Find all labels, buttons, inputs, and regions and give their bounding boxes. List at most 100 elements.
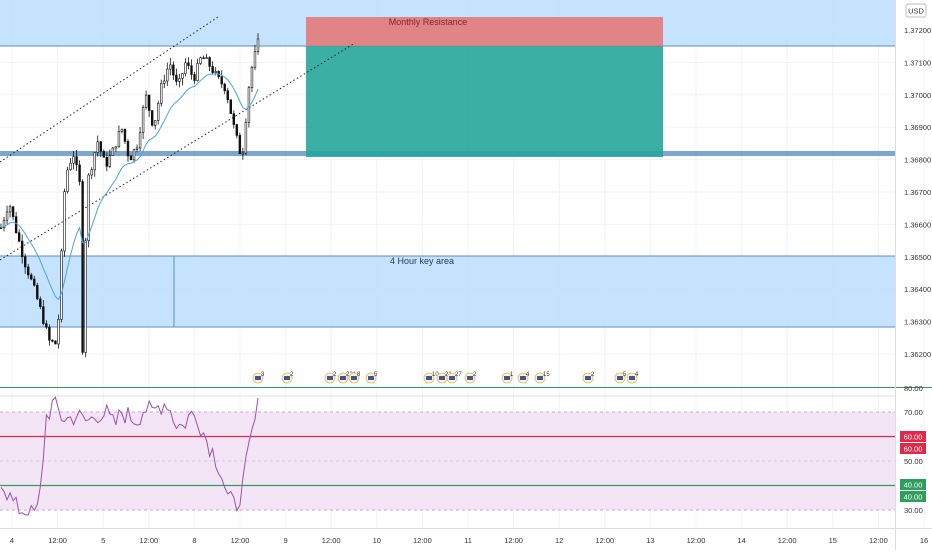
event-count-label: 10 [432, 372, 439, 378]
currency-label: USD [908, 7, 924, 16]
price-tick-label: 1.36400 [904, 285, 931, 294]
event-flag-stripe [585, 376, 591, 380]
candle-body [39, 298, 42, 307]
event-count-label: 4 [526, 372, 530, 378]
price-tick-label: 1.36200 [904, 350, 931, 359]
time-tick-label: 12 [555, 536, 563, 545]
event-flag-stripe [467, 376, 473, 380]
event-flag-stripe [504, 376, 510, 380]
candle-body [111, 147, 115, 156]
candle-body [235, 124, 239, 136]
take-profit-box[interactable] [306, 46, 663, 157]
candle-body [5, 211, 9, 221]
candle-body [75, 156, 78, 166]
time-tick-label: 12:00 [687, 536, 706, 545]
economic-events-row[interactable]: 3222218510212721415254 [252, 372, 639, 384]
rsi-40-label-b: 40.00 [904, 493, 923, 502]
time-tick-label: 12:00 [778, 536, 797, 545]
candle-body [150, 110, 154, 126]
candle-body [169, 64, 172, 70]
rsi-axis: 80.00 70.00 50.00 30.00 [904, 384, 923, 515]
candle-body [256, 38, 260, 52]
time-tick-label: 15 [829, 536, 837, 545]
time-tick-label: 8 [192, 536, 196, 545]
candle-body [232, 113, 236, 125]
candle-body [72, 156, 75, 164]
time-tick-label: 9 [284, 536, 288, 545]
candle-body [129, 155, 133, 161]
candle-body [202, 57, 205, 60]
price-tick-label: 1.36600 [904, 220, 931, 229]
rsi-tick-label: 80.00 [904, 384, 923, 393]
candle-body [17, 232, 21, 242]
candle-body [66, 169, 69, 192]
candle-body [60, 250, 63, 320]
candle-body [45, 323, 48, 328]
price-tick-label: 1.37200 [904, 26, 931, 35]
event-count-label: 15 [543, 372, 550, 378]
candle-body [14, 216, 18, 234]
candle-body [120, 128, 124, 132]
candle-body [51, 339, 54, 342]
candle-body [214, 71, 217, 73]
candlestick-series [0, 33, 260, 358]
event-flag-stripe [255, 376, 261, 380]
candle-body [163, 80, 166, 84]
candle-body [190, 65, 193, 75]
candle-body [105, 157, 109, 167]
event-count-label: 5 [623, 372, 627, 378]
stop-loss-box[interactable] [306, 17, 663, 46]
candle-body [114, 146, 118, 149]
candle-body [11, 206, 15, 217]
candle-body [123, 128, 127, 142]
price-axis[interactable]: 1.37200 1.37100 1.37000 1.36900 1.36800 1.367… [904, 26, 931, 359]
time-tick-label: 12:00 [504, 536, 523, 545]
time-tick-label: 12:00 [139, 536, 158, 545]
candle-body [253, 51, 257, 68]
candle-body [205, 57, 208, 59]
candle-body [93, 152, 96, 171]
candle-body [166, 68, 169, 82]
time-tick-label: 4 [10, 536, 14, 545]
event-flag-stripe [520, 376, 526, 380]
rsi-40-label-a: 40.00 [904, 481, 923, 490]
price-tick-label: 1.36900 [904, 123, 931, 132]
candle-body [138, 132, 142, 149]
candle-body [144, 94, 148, 108]
event-count-label: 8 [357, 372, 361, 378]
candle-body [135, 147, 139, 150]
candle-body [244, 121, 248, 154]
event-flag-stripe [284, 376, 290, 380]
candle-body [33, 278, 36, 286]
price-tick-label: 1.36500 [904, 253, 931, 262]
time-tick-label: 12:00 [231, 536, 250, 545]
candle-body [90, 169, 93, 176]
candle-body [102, 151, 106, 158]
event-flag-stripe [629, 376, 635, 380]
channel-lower-line[interactable] [0, 42, 356, 261]
candle-body [84, 240, 87, 353]
candle-body [63, 191, 66, 252]
candle-body [23, 256, 27, 268]
price-tick-label: 1.37100 [904, 58, 931, 67]
candle-body [108, 155, 112, 167]
time-axis[interactable]: 4 12:00 5 12:00 8 12:00 9 12:00 10 12:00 11 12:00 12… [10, 536, 932, 545]
candle-body [181, 73, 184, 79]
time-tick-label: 12:00 [322, 536, 341, 545]
event-flag-stripe [537, 376, 543, 380]
event-count-label: 3 [261, 372, 265, 378]
candle-body [172, 64, 175, 76]
event-count-label: 2 [290, 372, 294, 378]
candle-body [223, 83, 226, 92]
candle-body [147, 94, 151, 111]
candle-body [250, 67, 254, 88]
event-count-label: 4 [635, 372, 639, 378]
rsi-line [0, 396, 259, 516]
time-tick-label: 12:00 [48, 536, 67, 545]
time-tick-label: 16 [920, 536, 928, 545]
candle-body [141, 107, 145, 133]
key-area-label: 4 Hour key area [390, 256, 454, 266]
price-tick-label: 1.36300 [904, 318, 931, 327]
